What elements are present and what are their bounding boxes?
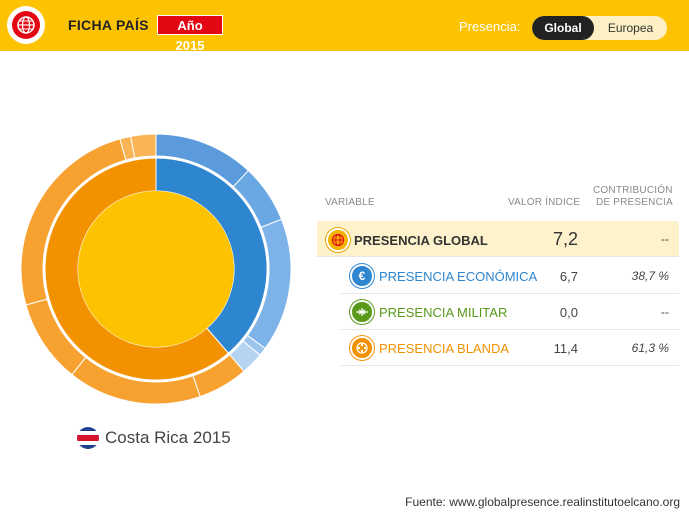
plane-icon (350, 300, 374, 324)
center-disc (78, 191, 234, 347)
row-label: PRESENCIA GLOBAL (354, 233, 488, 248)
outer-ring-slice-10[interactable] (130, 133, 157, 159)
header-valor-indice: VALOR ÍNDICE (508, 197, 581, 208)
toggle-global-button[interactable]: Global (532, 16, 594, 40)
film-reel-icon (350, 336, 374, 360)
top-bar: FICHA PAÍS Año 2015 Presencia: Global Eu… (0, 0, 689, 53)
header-contribucion: CONTRIBUCIÓN (593, 185, 673, 196)
presence-toggle[interactable]: Global Europea (532, 16, 667, 40)
table-row-economica[interactable]: € PRESENCIA ECONÓMICA 6,7 38,7 % (341, 258, 679, 294)
euro-icon: € (350, 264, 374, 288)
table-row-blanda[interactable]: PRESENCIA BLANDA 11,4 61,3 % (341, 330, 679, 366)
year-badge[interactable]: Año 2015 (157, 15, 223, 53)
row-contribution: 61,3 % (631, 341, 669, 355)
table-row-global[interactable]: PRESENCIA GLOBAL 7,2 -- (317, 221, 679, 257)
row-contribution: -- (661, 305, 669, 319)
country-label: Costa Rica 2015 (77, 427, 231, 449)
row-value: 11,4 (553, 341, 578, 356)
middle-ring-slice-2[interactable] (44, 157, 230, 381)
page-title: FICHA PAÍS (68, 17, 149, 33)
toggle-europea-button[interactable]: Europea (607, 21, 654, 35)
presence-label: Presencia: (459, 19, 521, 34)
row-value: 0,0 (559, 305, 578, 320)
row-contribution: -- (661, 232, 669, 246)
globe-icon (326, 228, 350, 252)
table-row-militar[interactable]: PRESENCIA MILITAR 0,0 -- (341, 294, 679, 330)
row-value: 7,2 (552, 229, 578, 249)
row-label: PRESENCIA ECONÓMICA (379, 269, 538, 284)
globe-logo-icon (12, 11, 40, 39)
row-value: 6,7 (559, 269, 578, 284)
costa-rica-flag-icon (77, 427, 99, 449)
outer-ring (20, 133, 292, 405)
header-variable: VARIABLE (325, 197, 375, 208)
row-contribution: 38,7 % (631, 269, 669, 283)
country-name: Costa Rica 2015 (105, 428, 231, 447)
source-footer: Fuente: www.globalpresence.realinstituto… (405, 495, 680, 509)
row-label: PRESENCIA MILITAR (379, 305, 508, 320)
logo[interactable] (7, 6, 45, 44)
presence-donut-chart (20, 133, 292, 405)
row-label: PRESENCIA BLANDA (379, 341, 510, 356)
header-de-presencia: DE PRESENCIA (596, 197, 673, 208)
